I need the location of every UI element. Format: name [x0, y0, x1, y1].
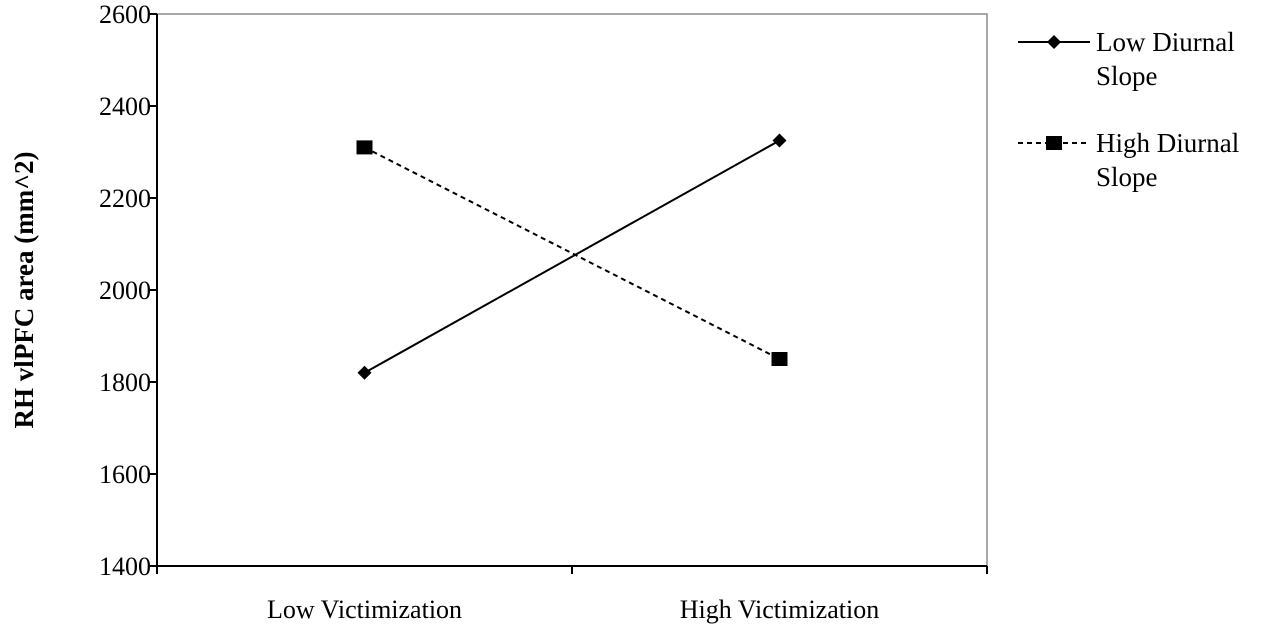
- plot-area-frame: [156, 13, 988, 567]
- x-axis-ticks: Low Victimization High Victimization: [156, 566, 988, 624]
- series-line-2: [364, 146, 780, 360]
- series-line-1: [364, 139, 780, 374]
- data-point-marker: [771, 352, 788, 366]
- data-point-marker: [356, 140, 373, 155]
- x-tick-label: High Victimization: [680, 595, 879, 624]
- data-point-marker: [772, 133, 787, 148]
- legend-marker: [1047, 35, 1061, 49]
- y-axis-title: RH vlPFC area (mm^2): [9, 152, 39, 429]
- legend-label: High Diurnal: [1096, 128, 1239, 158]
- series-layer: [356, 133, 788, 380]
- data-point-marker: [357, 365, 372, 380]
- y-tick-label: 2400: [99, 92, 151, 121]
- y-tick-label: 2600: [99, 0, 151, 29]
- y-tick-label: 1800: [99, 368, 151, 397]
- legend-label: Slope: [1096, 61, 1158, 91]
- y-tick-label: 1400: [99, 552, 151, 581]
- y-tick-label: 2000: [99, 276, 151, 305]
- y-tick-label: 1600: [99, 460, 151, 489]
- legend-label: Low Diurnal: [1096, 27, 1235, 57]
- legend-marker: [1046, 136, 1062, 150]
- y-axis-ticks: 1400 1600 1800 2000 2200 2400 2600: [99, 0, 157, 581]
- x-tick-label: Low Victimization: [267, 595, 462, 624]
- y-tick-label: 2200: [99, 184, 151, 213]
- legend: Low Diurnal Slope High Diurnal Slope: [1018, 27, 1239, 192]
- legend-label: Slope: [1096, 162, 1158, 192]
